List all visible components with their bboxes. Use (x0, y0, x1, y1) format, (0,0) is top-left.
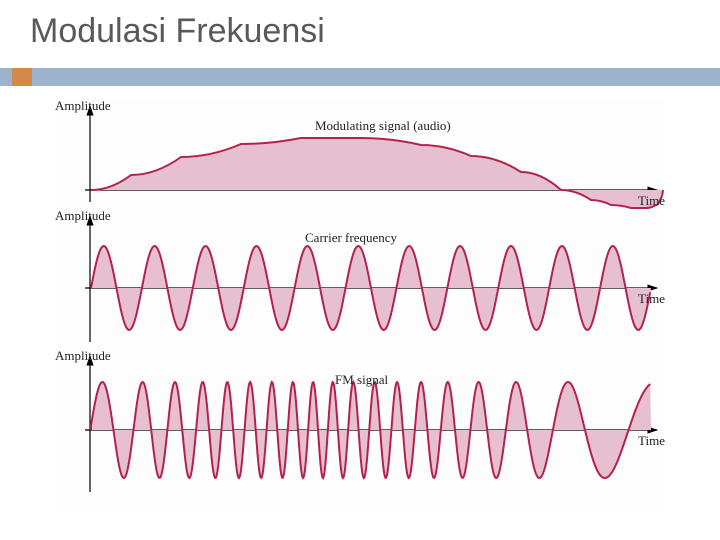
panel-caption: Modulating signal (audio) (315, 118, 451, 134)
panel-caption: FM signal (335, 372, 388, 388)
panel-modulating: Amplitude Time Modulating signal (audio) (55, 100, 665, 210)
diagram-area: AmplitudeTimeModulating signal (audio)Am… (55, 100, 665, 510)
y-axis-label: Amplitude (55, 208, 111, 224)
x-axis-label: Time (638, 193, 665, 209)
accent-block (12, 68, 32, 86)
panel-caption: Carrier frequency (305, 230, 397, 246)
x-axis-label: Time (638, 291, 665, 307)
y-axis-label: Amplitude (55, 348, 111, 364)
modulating-chart (55, 100, 665, 210)
slide: Modulasi Frekuensi Amplitude Time Modulati… (0, 0, 720, 540)
y-axis-label: Amplitude (55, 98, 111, 114)
panel-carrier: Amplitude Time Carrier frequency (55, 210, 665, 350)
x-axis-label: Time (638, 433, 665, 449)
panel-fm: Amplitude Time FM signal (55, 350, 665, 500)
title-underline (0, 68, 720, 86)
page-title: Modulasi Frekuensi (0, 0, 720, 51)
